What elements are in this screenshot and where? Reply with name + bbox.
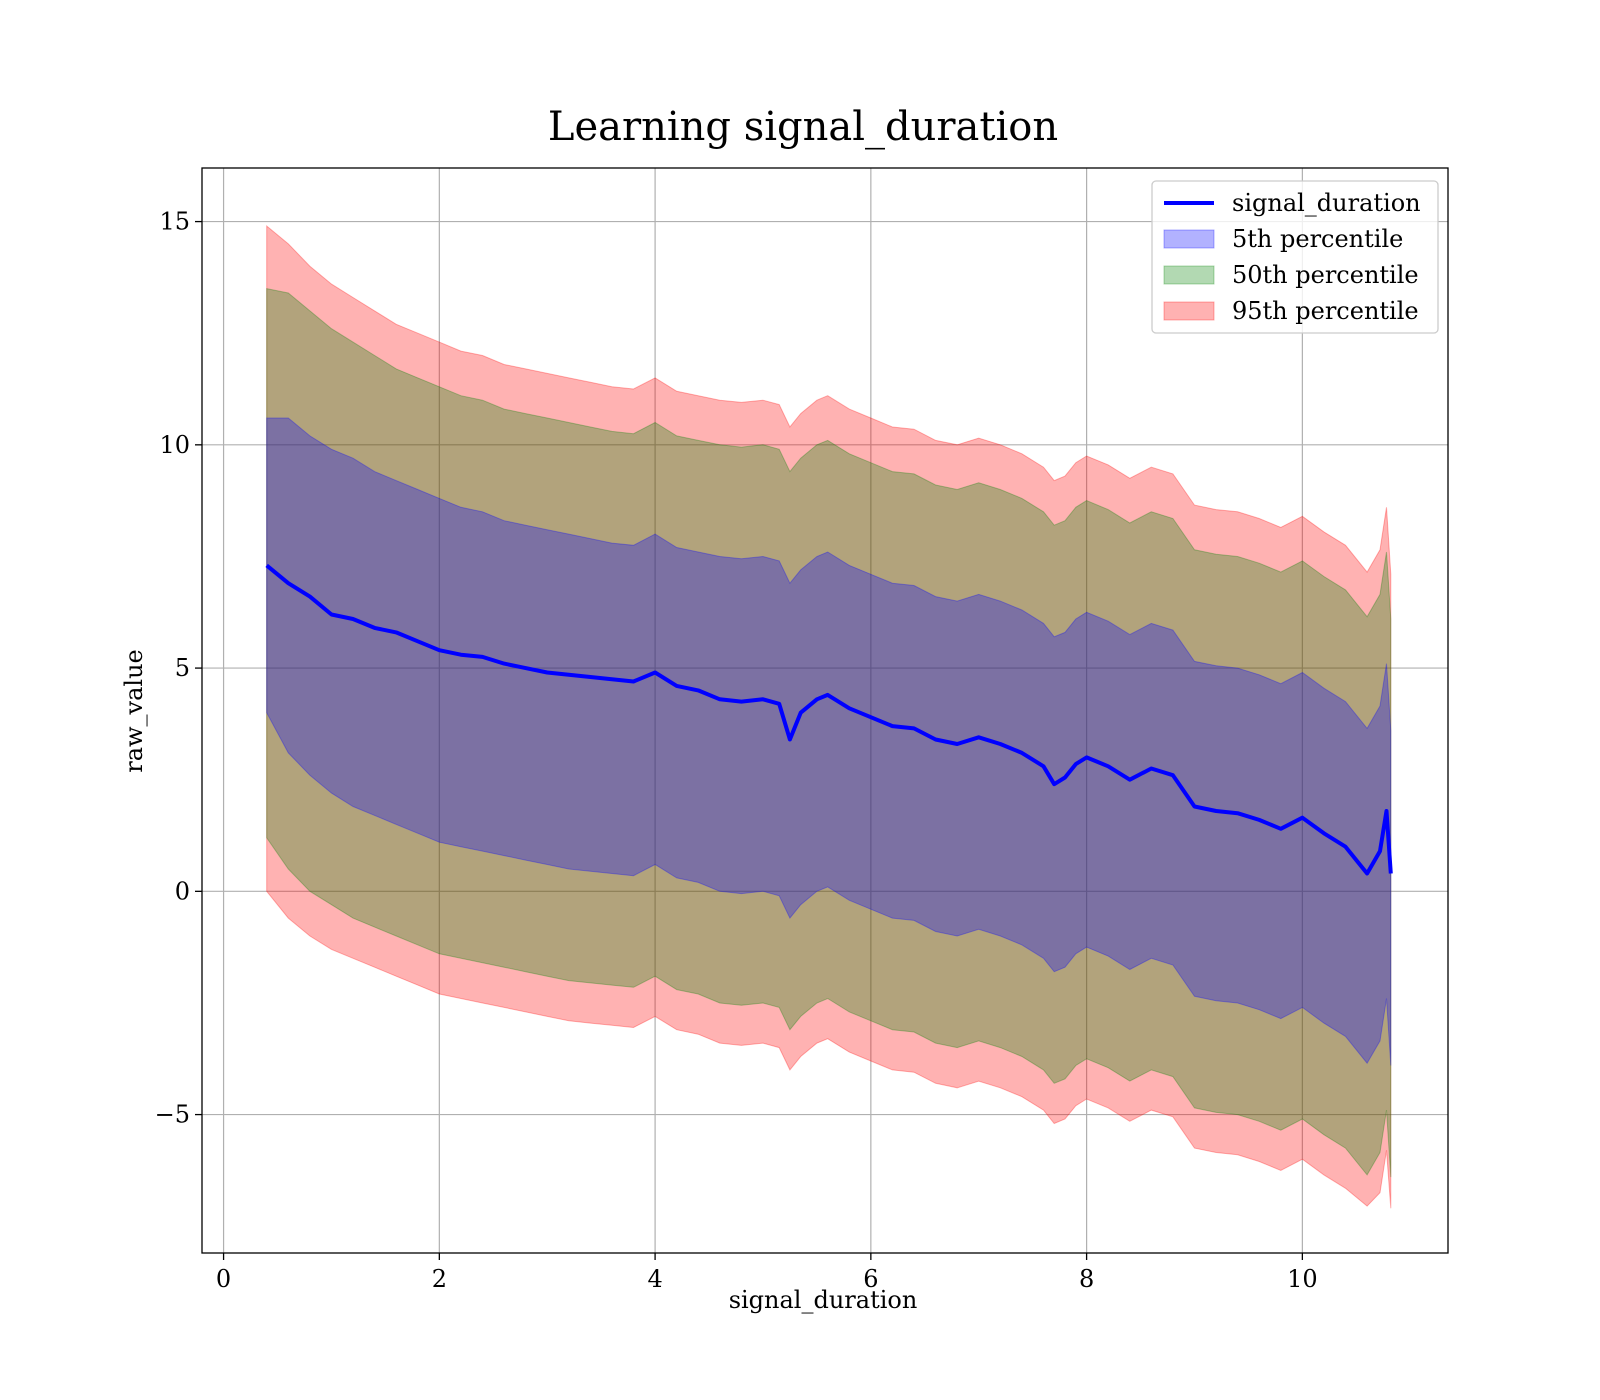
y-tick-label: 5	[175, 654, 190, 682]
y-tick-label: −5	[155, 1101, 190, 1129]
chart-legend: signal_duration 5th percentile 50th percen…	[1151, 180, 1439, 334]
series-line-signal-duration	[265, 563, 1393, 876]
x-tick-label: 4	[647, 1265, 662, 1293]
tick-layer: 0 2 4 6 8 10 −5 0 5 10 15	[155, 208, 1318, 1293]
band-50th-percentile	[266, 287, 1392, 1178]
plot-layer	[265, 224, 1393, 1209]
band-95th-percentile	[266, 224, 1392, 1209]
y-tick-label: 10	[159, 431, 190, 459]
legend-patch-swatch	[1163, 265, 1215, 285]
legend-label: 50th percentile	[1232, 261, 1419, 289]
x-tick-label: 6	[863, 1265, 878, 1293]
chart-title: Learning signal_duration	[548, 104, 1058, 150]
legend-patch-swatch	[1163, 301, 1215, 321]
legend-label: signal_duration	[1232, 189, 1421, 217]
x-tick-label: 10	[1287, 1265, 1318, 1293]
x-tick-label: 8	[1079, 1265, 1094, 1293]
x-tick-label: 2	[432, 1265, 447, 1293]
legend-label: 95th percentile	[1232, 297, 1419, 325]
axes-layer	[201, 167, 1449, 1254]
x-axis-label: signal_duration	[729, 1286, 918, 1314]
x-tick-label: 0	[216, 1265, 231, 1293]
legend-box	[1151, 180, 1439, 334]
y-axis-label: raw_value	[120, 649, 148, 773]
plot-frame	[201, 167, 1449, 1254]
legend-label: 5th percentile	[1232, 225, 1403, 253]
y-tick-label: 0	[175, 877, 190, 905]
y-tick-label: 15	[159, 208, 190, 236]
band-5th-percentile	[266, 417, 1392, 1066]
legend-patch-swatch	[1163, 229, 1215, 249]
